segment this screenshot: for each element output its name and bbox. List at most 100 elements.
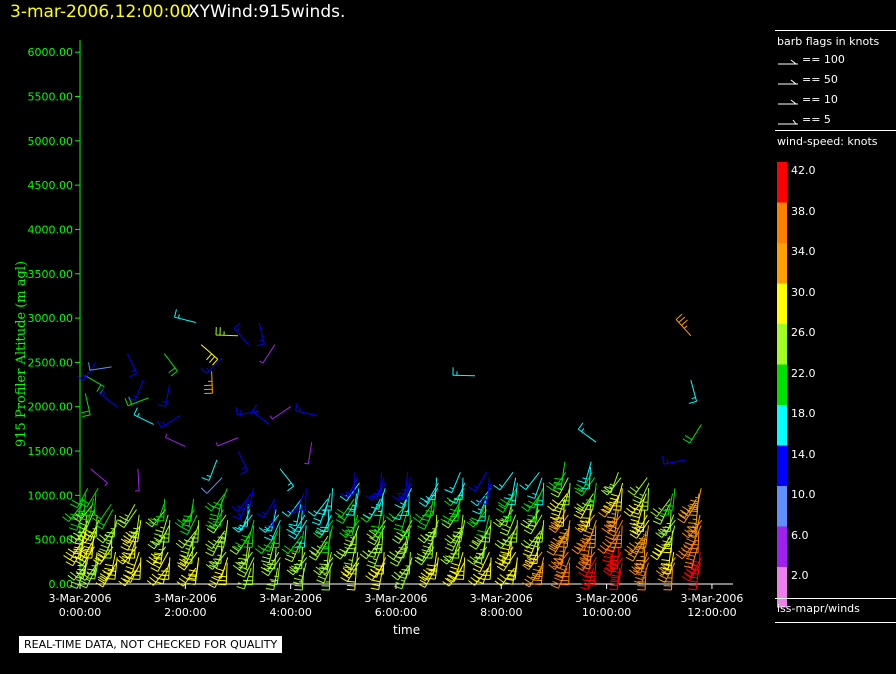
wind-barb-upper-flag — [251, 404, 258, 412]
wind-barb-flag — [446, 574, 455, 580]
wind-barb-flag — [624, 548, 632, 555]
wind-barb-flag — [611, 513, 616, 515]
wind-barb-flag — [79, 522, 88, 527]
wind-barb-flag — [119, 519, 127, 525]
wind-barb-flag — [452, 541, 457, 544]
wind-barb-upper-flag — [678, 316, 686, 323]
wind-barb-flag — [478, 502, 487, 505]
wind-barb-flag — [604, 551, 613, 556]
wind-barb — [93, 493, 97, 516]
wind-barb-flag — [609, 483, 614, 486]
wind-barb-upper-flag — [177, 314, 180, 319]
wind-barb-flag — [478, 553, 483, 556]
wind-barb-flag — [318, 571, 327, 575]
colorbar-segment — [777, 567, 787, 608]
wind-barb-flag — [661, 559, 670, 562]
wind-barb-upper-flag — [254, 410, 259, 414]
wind-barb-flag — [626, 545, 634, 552]
wind-barb-flag — [72, 516, 80, 523]
wind-barb-flag — [425, 572, 434, 575]
wind-barb-flag — [311, 546, 319, 552]
wind-barb-flag — [367, 560, 376, 565]
wind-barb-flag — [256, 512, 264, 519]
wind-barb-flag — [67, 538, 75, 544]
wind-barb-flag — [449, 519, 458, 522]
wind-barb-flag — [283, 545, 291, 551]
wind-barb-upper — [279, 468, 295, 487]
wind-barb-flag — [546, 550, 554, 556]
wind-barb-flag — [97, 578, 106, 584]
wind-barb-flag — [316, 527, 325, 532]
wind-barb-flag — [581, 502, 586, 506]
wind-barb-flag — [580, 553, 589, 556]
wind-barb-flag — [213, 575, 222, 579]
wind-barb-flag — [291, 550, 300, 553]
wind-barb-flag — [687, 526, 696, 528]
wind-barb-flag — [129, 540, 138, 543]
colorbar-label: 6.0 — [791, 528, 809, 542]
wind-barb-flag — [365, 494, 373, 501]
wind-barb-flag — [122, 574, 130, 580]
wind-barb-flag — [155, 529, 164, 533]
wind-barb-flag — [597, 548, 605, 554]
wind-barb-flag — [440, 558, 448, 565]
wind-barb-flag — [77, 568, 86, 571]
wind-barb-flag — [213, 539, 217, 543]
wind-barb — [511, 477, 517, 500]
wind-barb-flag — [292, 581, 301, 585]
wind-barb-flag — [397, 494, 402, 498]
wind-barb-flag — [174, 522, 182, 528]
wind-barb — [268, 541, 276, 563]
wind-barb-flag — [688, 584, 697, 587]
wind-barb-flag — [319, 563, 328, 566]
wind-barb-flag — [235, 561, 243, 568]
wind-barb-flag — [78, 549, 87, 554]
wind-barb — [168, 520, 171, 543]
wind-barb-flag — [207, 502, 215, 509]
wind-barb-flag — [505, 578, 514, 581]
wind-barb-flag — [96, 553, 104, 559]
wind-barb-flag — [267, 553, 272, 556]
wind-barb-flag — [130, 536, 139, 539]
wind-barb — [557, 477, 569, 498]
wind-barb-flag — [370, 587, 379, 591]
wind-barb-flag — [495, 518, 503, 525]
wind-barb-flag — [453, 535, 462, 539]
wind-barb-flag — [470, 500, 478, 507]
wind-barb-flag — [638, 541, 647, 544]
wind-barb-flag — [689, 580, 698, 583]
wind-barb-flag — [71, 499, 80, 505]
wind-barb — [252, 562, 254, 585]
wind-barb-flag — [215, 567, 224, 572]
wind-barb-flag — [675, 553, 683, 560]
wind-barb-flag — [425, 496, 430, 499]
wind-barb-upper-flag — [259, 360, 264, 364]
wind-barb-flag — [603, 570, 611, 576]
wind-barb-flag — [67, 574, 75, 581]
wind-barb-flag — [428, 569, 437, 572]
wind-barb-flag — [314, 531, 323, 536]
wind-barb-flag — [576, 503, 584, 509]
wind-barb-flag — [523, 539, 531, 546]
wind-barb — [287, 498, 302, 517]
wind-barb-flag — [660, 567, 669, 570]
wind-barb-flag — [187, 579, 196, 582]
wind-barb-flag — [255, 548, 263, 554]
wind-barb-flag — [575, 490, 583, 497]
wind-barb-upper-flag — [581, 428, 585, 432]
wind-barb-flag — [427, 498, 436, 501]
x-tick-label-date: 3-Mar-2006 — [259, 592, 322, 605]
wind-barb-flag — [654, 516, 663, 522]
wind-barb-flag — [506, 574, 515, 577]
wind-barb-flag — [368, 530, 376, 536]
wind-barb-flag — [524, 561, 532, 567]
wind-barb-flag — [497, 501, 506, 508]
wind-barb-upper-flag — [577, 422, 584, 430]
wind-barb-flag — [87, 568, 96, 571]
wind-barb-upper-flag — [88, 362, 91, 371]
wind-barb-flag — [559, 532, 568, 535]
wind-barb-flag — [237, 526, 242, 530]
y-tick-label: 0.00 — [49, 578, 74, 591]
wind-barb-flag — [507, 503, 516, 506]
x-tick-label-date: 3-Mar-2006 — [680, 592, 743, 605]
